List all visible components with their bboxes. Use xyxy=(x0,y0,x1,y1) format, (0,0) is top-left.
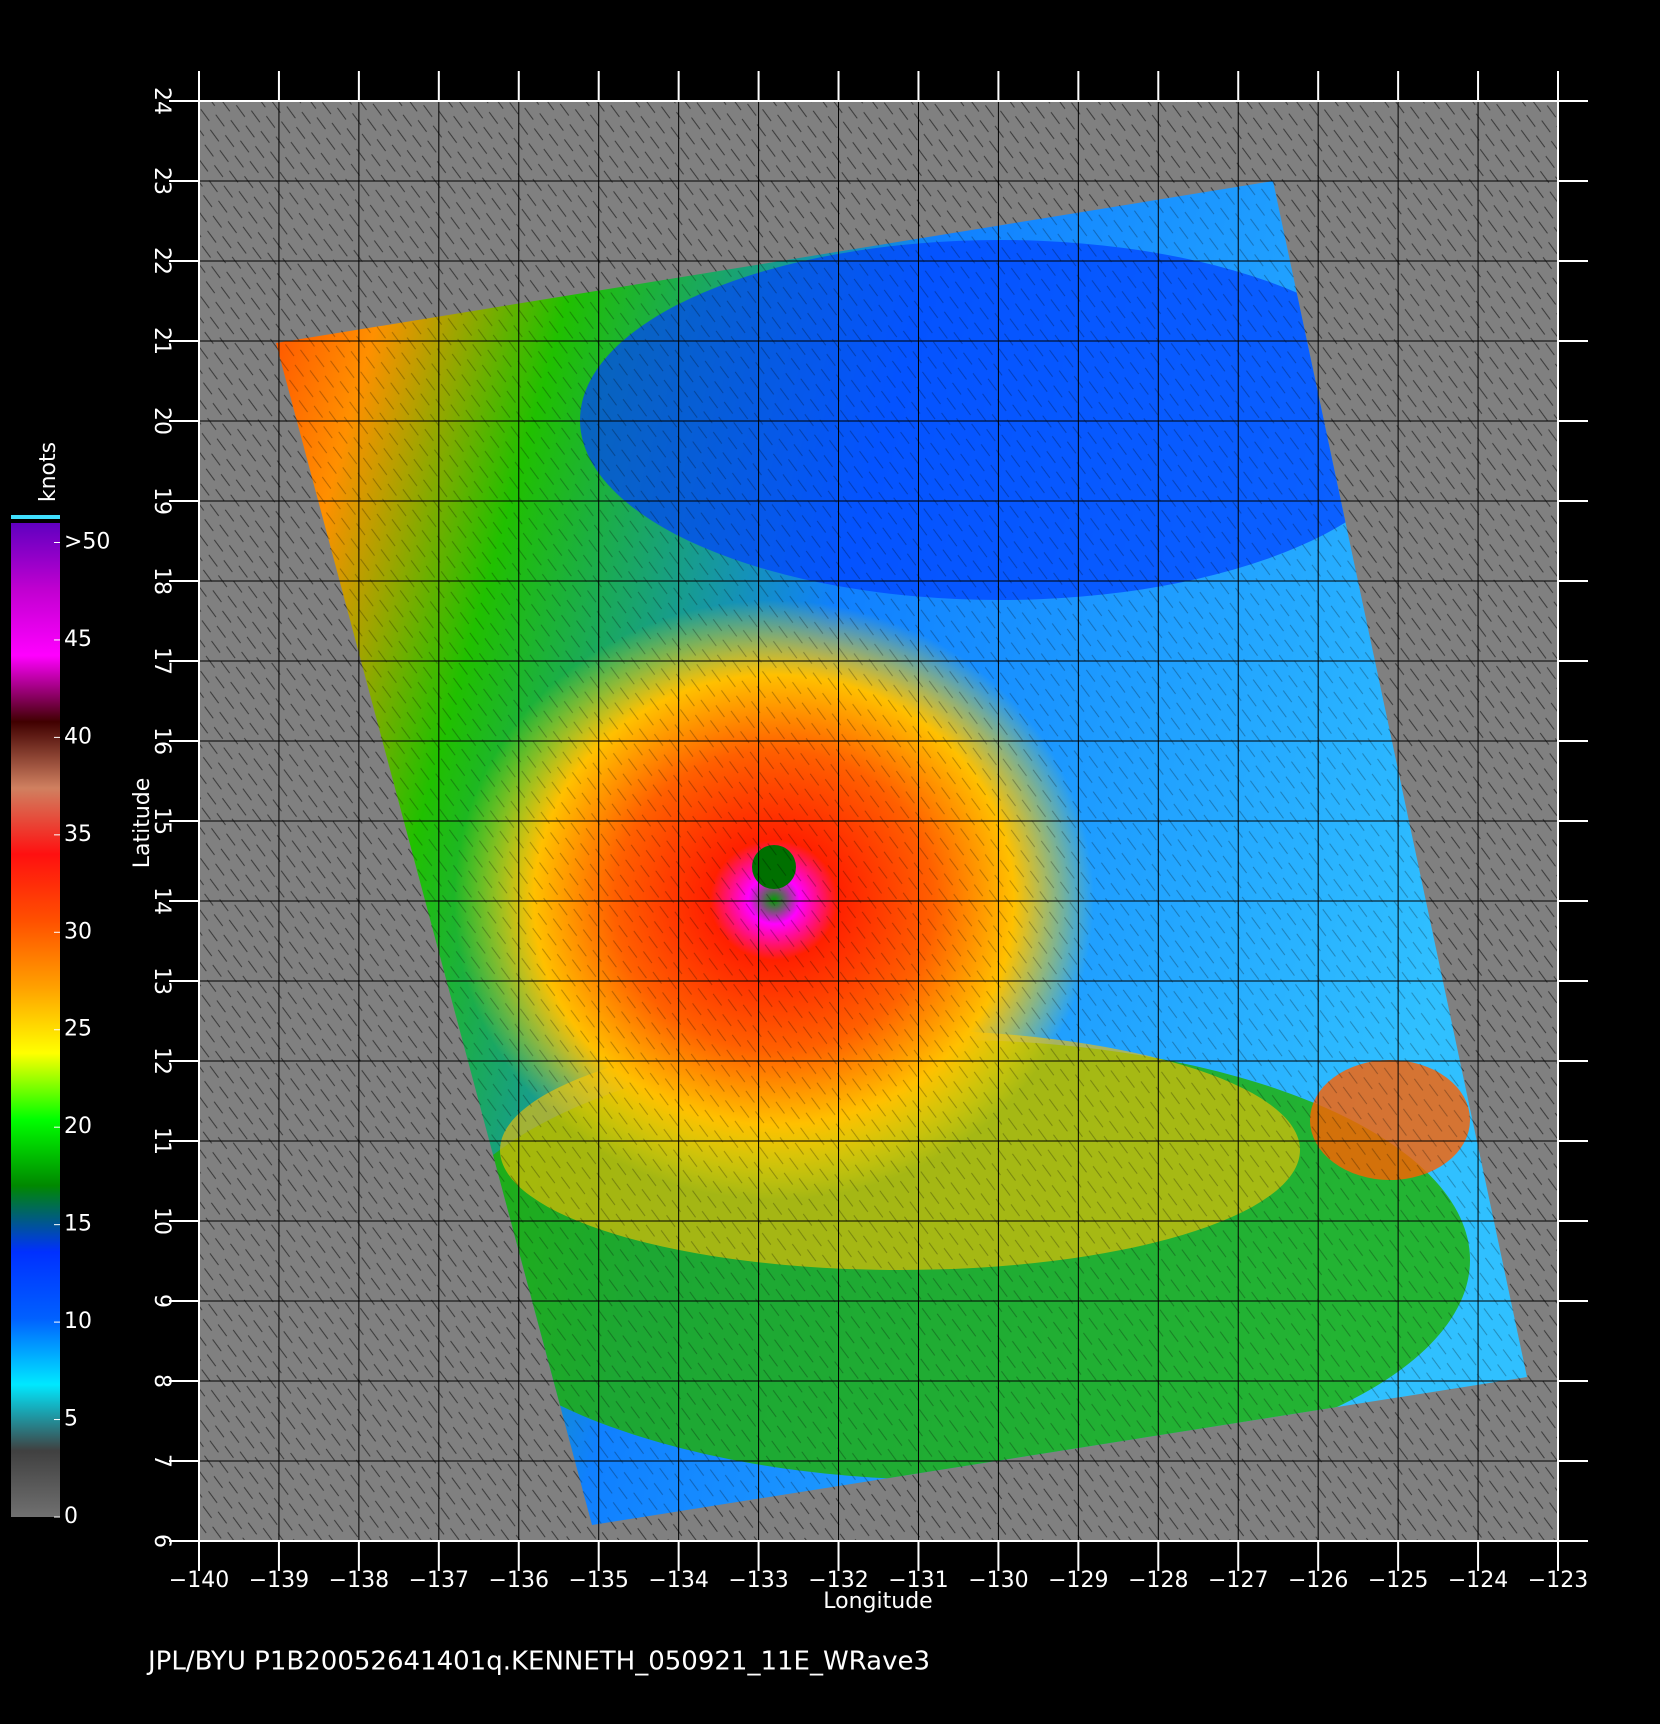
y-tick-label: 23 xyxy=(149,167,174,195)
colorbar-tick-label: 35 xyxy=(64,822,92,847)
y-tick-label: 19 xyxy=(149,487,174,515)
y-tick-label: 9 xyxy=(149,1294,174,1308)
x-tick-label: −136 xyxy=(489,1568,549,1593)
y-tick-label: 12 xyxy=(149,1047,174,1075)
x-tick-label: −128 xyxy=(1128,1568,1188,1593)
y-tick-label: 15 xyxy=(149,807,174,835)
x-tick-label: −123 xyxy=(1528,1568,1588,1593)
y-tick-label: 22 xyxy=(149,247,174,275)
x-tick-label: −135 xyxy=(568,1568,628,1593)
colorbar-cap xyxy=(11,515,60,519)
x-tick-label: −131 xyxy=(888,1568,948,1593)
x-tick-label: −127 xyxy=(1208,1568,1268,1593)
colorbar-tick-label: 0 xyxy=(64,1504,78,1529)
colorbar-tick-label: 25 xyxy=(64,1017,92,1042)
colorbar-tick-label: 45 xyxy=(64,627,92,652)
x-tick-label: −139 xyxy=(249,1568,309,1593)
colorbar-tick-label: 15 xyxy=(64,1212,92,1237)
colorbar-label: knots xyxy=(36,442,61,502)
colorbar-tick-label: 40 xyxy=(64,724,92,749)
x-tick-label: −129 xyxy=(1048,1568,1108,1593)
y-tick-label: 17 xyxy=(149,647,174,675)
y-tick-label: 21 xyxy=(149,327,174,355)
y-tick-label: 6 xyxy=(149,1534,174,1548)
x-tick-label: −130 xyxy=(968,1568,1028,1593)
x-tick-label: −132 xyxy=(808,1568,868,1593)
y-axis-label: Latitude xyxy=(130,778,155,869)
x-tick-label: −137 xyxy=(409,1568,469,1593)
y-tick-label: 24 xyxy=(149,87,174,115)
y-tick-label: 8 xyxy=(149,1374,174,1388)
x-tick-label: −124 xyxy=(1448,1568,1508,1593)
y-tick-label: 20 xyxy=(149,407,174,435)
colorbar-tick-label: 5 xyxy=(64,1407,78,1432)
y-tick-label: 16 xyxy=(149,727,174,755)
y-tick-label: 10 xyxy=(149,1207,174,1235)
plot-frame xyxy=(198,100,1559,1542)
colorbar-tick-label: 30 xyxy=(64,919,92,944)
y-tick-label: 7 xyxy=(149,1454,174,1468)
x-tick-label: −140 xyxy=(169,1568,229,1593)
y-tick-label: 14 xyxy=(149,887,174,915)
x-tick-label: −125 xyxy=(1368,1568,1428,1593)
footer: JPL/BYU P1B20052641401q.KENNETH_050921_1… xyxy=(146,1647,930,1677)
x-axis-label: Longitude xyxy=(823,1589,932,1614)
colorbar xyxy=(11,523,60,1517)
x-tick-label: −126 xyxy=(1288,1568,1348,1593)
colorbar-tick-label: 10 xyxy=(64,1309,92,1334)
y-tick-label: 13 xyxy=(149,967,174,995)
colorbar-tick-label: 20 xyxy=(64,1114,92,1139)
y-tick-label: 18 xyxy=(149,567,174,595)
x-tick-label: −134 xyxy=(648,1568,708,1593)
colorbar-tick-label: >50 xyxy=(64,529,110,554)
x-tick-label: −133 xyxy=(728,1568,788,1593)
y-tick-label: 11 xyxy=(149,1127,174,1155)
x-tick-label: −138 xyxy=(329,1568,389,1593)
